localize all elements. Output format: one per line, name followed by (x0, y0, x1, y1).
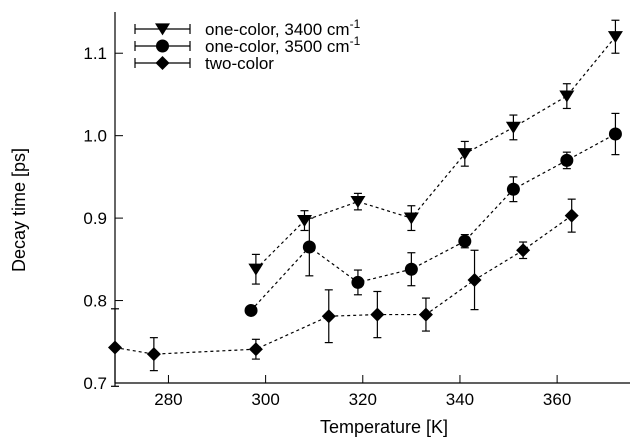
y-tick-label: 1.1 (83, 44, 107, 63)
data-point (467, 272, 482, 287)
data-point (458, 234, 472, 248)
series-line (250, 133, 616, 311)
data-point (608, 127, 622, 141)
x-tick-label: 360 (543, 390, 571, 409)
y-tick-label: 0.7 (83, 374, 107, 393)
legend-marker (156, 39, 169, 53)
legend-marker (155, 23, 170, 36)
data-point (505, 121, 521, 134)
data-point (418, 307, 433, 322)
y-tick-label: 1.0 (83, 127, 107, 146)
data-point (516, 243, 531, 258)
data-point (404, 262, 418, 276)
x-tick-label: 340 (446, 390, 474, 409)
series-line (114, 215, 573, 355)
data-point (564, 208, 579, 223)
x-tick-label: 320 (349, 390, 377, 409)
data-point (248, 342, 263, 357)
data-point (351, 275, 365, 289)
legend-label: one-color, 3400 cm-1 (205, 17, 361, 39)
data-point (560, 153, 574, 167)
y-tick-label: 0.9 (83, 209, 107, 228)
data-point (244, 303, 258, 317)
data-point (321, 309, 336, 324)
legend-entry: one-color, 3400 cm-1 (134, 17, 361, 39)
legend-entry: two-color (134, 54, 274, 73)
y-tick-label: 0.8 (83, 292, 107, 311)
y-axis-title: Decay time [ps] (9, 148, 29, 272)
x-tick-label: 300 (251, 390, 279, 409)
data-point (370, 307, 385, 322)
data-point (506, 182, 520, 196)
series-line (255, 36, 616, 270)
legend-label: two-color (205, 54, 274, 73)
data-point (457, 148, 473, 161)
data-point (350, 195, 366, 208)
series-triangle-down (248, 19, 623, 285)
data-point (146, 347, 161, 362)
legend-entry: one-color, 3500 cm-1 (134, 34, 361, 56)
data-point (607, 31, 623, 44)
legend-marker (155, 56, 170, 70)
axes: 280 300 320 340 360 0.7 0.8 0.9 1.0 1.1 (83, 12, 630, 409)
series-diamond (108, 198, 579, 387)
x-tick-label: 280 (154, 390, 182, 409)
data-point (302, 240, 316, 254)
data-point (248, 263, 264, 276)
series-circle (244, 112, 622, 317)
data-point (403, 212, 419, 225)
legend-label: one-color, 3500 cm-1 (205, 34, 361, 56)
data-point (559, 90, 575, 103)
series-layer (108, 19, 623, 387)
x-axis-title: Temperature [K] (320, 417, 448, 437)
